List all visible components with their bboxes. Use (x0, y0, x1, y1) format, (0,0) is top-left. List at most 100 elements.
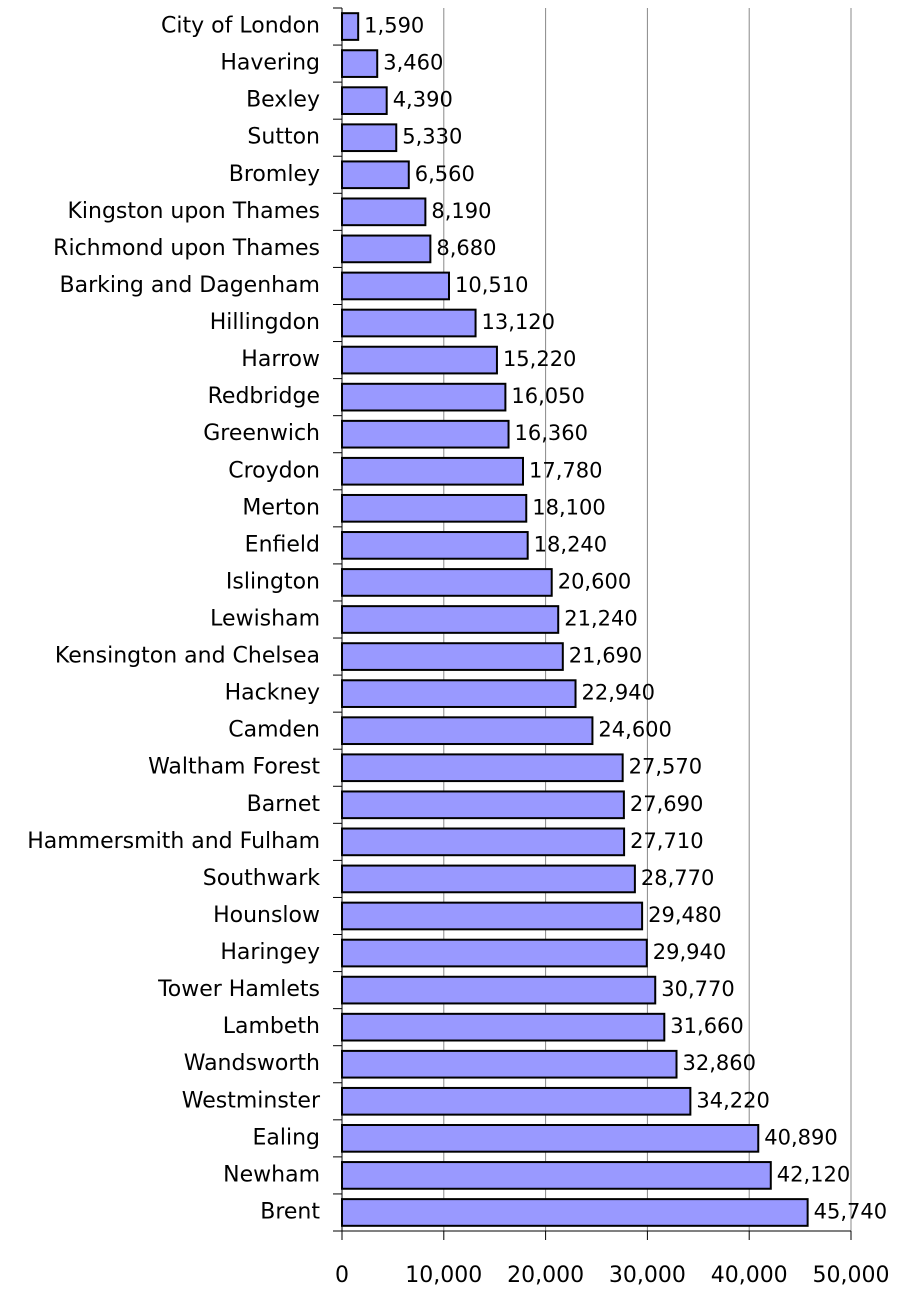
value-label: 22,940 (582, 681, 655, 705)
value-label: 8,190 (431, 199, 491, 223)
bar (341, 1198, 809, 1227)
value-label: 1,590 (364, 14, 424, 38)
bar (341, 123, 398, 153)
y-tick-label: Newham (223, 1162, 320, 1187)
value-label: 4,390 (393, 88, 453, 112)
bar (341, 456, 525, 486)
bar (341, 493, 528, 523)
x-tick-label: 30,000 (609, 1263, 686, 1288)
bar (341, 1086, 692, 1116)
value-label: 18,100 (532, 495, 605, 519)
value-label: 15,220 (503, 347, 576, 371)
value-label: 20,600 (558, 569, 631, 593)
bar (341, 901, 644, 931)
value-label: 34,220 (696, 1088, 769, 1112)
bar (341, 345, 498, 375)
y-tick-label: Barnet (247, 792, 321, 817)
y-tick-label: Hammersmith and Fulham (27, 829, 320, 854)
bar (341, 1012, 666, 1042)
y-tick-label: Greenwich (203, 421, 320, 446)
value-label: 18,240 (534, 532, 607, 556)
value-label: 30,770 (661, 977, 734, 1001)
value-label: 5,330 (402, 125, 462, 149)
y-tick-label: Tower Hamlets (157, 977, 320, 1002)
y-tick-label: Haringey (220, 940, 320, 965)
bar (341, 827, 626, 857)
y-tick-label: Wandsworth (184, 1051, 320, 1076)
bar (341, 605, 560, 634)
bar (341, 753, 624, 783)
value-label: 29,480 (648, 903, 721, 927)
y-tick-label: City of London (161, 14, 320, 39)
value-label: 27,710 (630, 829, 703, 853)
value-label: 17,780 (529, 458, 602, 482)
bar (341, 86, 388, 115)
value-label: 16,050 (511, 384, 584, 408)
y-tick-label: Islington (226, 569, 320, 594)
value-label: 42,120 (777, 1162, 850, 1186)
value-label: 45,740 (814, 1199, 887, 1223)
bar (341, 49, 379, 78)
bar (341, 271, 450, 301)
bar (341, 1049, 678, 1079)
y-tick-label: Brent (260, 1199, 320, 1224)
bar (341, 1124, 760, 1153)
value-label: 40,890 (764, 1125, 837, 1149)
y-tick-label: Croydon (228, 458, 320, 483)
y-tick-label: Hackney (225, 681, 320, 706)
value-label: 31,660 (670, 1014, 743, 1038)
y-tick-label: Enfield (245, 532, 320, 557)
y-tick-label: Westminster (182, 1088, 321, 1113)
value-label: 28,770 (641, 866, 714, 890)
y-tick-label: Richmond upon Thames (53, 236, 320, 261)
value-label: 24,600 (598, 718, 671, 742)
value-label: 21,690 (569, 644, 642, 668)
y-tick-label: Kensington and Chelsea (55, 644, 320, 669)
x-tick-label: 20,000 (507, 1263, 584, 1288)
value-label: 21,240 (564, 607, 637, 631)
bar (341, 382, 507, 412)
bar (341, 419, 510, 449)
y-tick-label: Merton (242, 495, 320, 520)
value-label: 27,570 (629, 755, 702, 779)
y-tick-label: Redbridge (208, 384, 320, 409)
bar (341, 864, 636, 894)
y-tick-label: Harrow (241, 347, 320, 372)
value-label: 27,690 (630, 792, 703, 816)
x-tick-label: 50,000 (813, 1263, 890, 1288)
bar (341, 308, 477, 338)
value-label: 8,680 (436, 236, 496, 260)
y-tick-label: Kingston upon Thames (67, 199, 320, 224)
bar (341, 197, 427, 227)
x-tick-label: 40,000 (711, 1263, 788, 1288)
bar (341, 642, 564, 671)
bar (341, 975, 657, 1005)
bar (341, 716, 594, 746)
bar (341, 679, 577, 708)
y-tick-label: Camden (228, 718, 320, 743)
y-tick-label: Lewisham (210, 607, 320, 632)
value-label: 32,860 (683, 1051, 756, 1075)
value-label: 3,460 (383, 51, 443, 75)
bar (341, 790, 625, 820)
y-tick-label: Havering (220, 51, 320, 76)
value-label: 13,120 (482, 310, 555, 334)
y-tick-label: Barking and Dagenham (60, 273, 320, 298)
value-label: 10,510 (455, 273, 528, 297)
y-tick-label: Bromley (229, 162, 320, 187)
x-tick-label: 10,000 (405, 1263, 482, 1288)
y-tick-label: Bexley (246, 88, 320, 113)
bar (341, 160, 410, 190)
y-tick-label: Hillingdon (210, 310, 320, 335)
y-tick-label: Sutton (247, 125, 320, 150)
bar (341, 938, 648, 968)
y-tick-label: Hounslow (213, 903, 320, 928)
y-tick-label: Waltham Forest (148, 755, 320, 780)
y-tick-label: Southwark (203, 866, 320, 891)
x-tick-label: 0 (335, 1263, 349, 1288)
bar (341, 234, 432, 264)
bar (341, 568, 553, 597)
bar (341, 12, 360, 41)
bar (341, 531, 529, 560)
